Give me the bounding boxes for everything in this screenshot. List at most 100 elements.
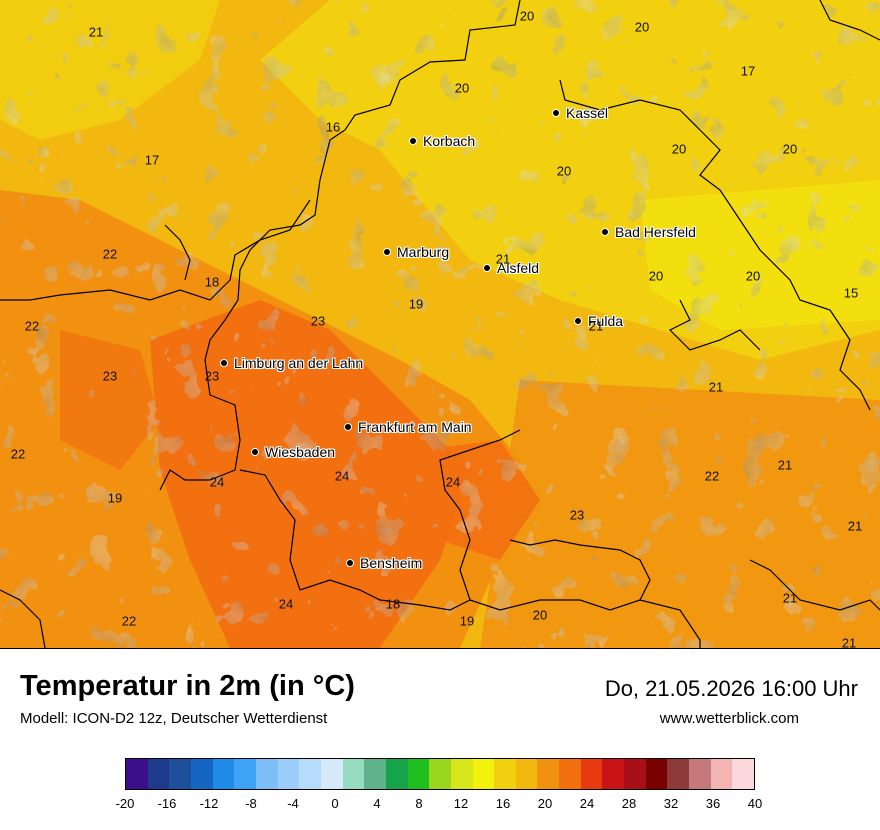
city-dot-icon: [483, 264, 491, 273]
temperature-map[interactable]: Kassel Korbach Bad Hersfeld Marburg Alsfeld F…: [0, 0, 880, 649]
temperature-value: 20: [782, 141, 798, 157]
city-label: Bad Hersfeld: [615, 224, 696, 240]
temperature-value: 24: [209, 474, 225, 490]
legend-swatch: [732, 759, 755, 789]
temperature-value: 17: [740, 63, 756, 79]
legend-swatch: [645, 759, 668, 789]
temperature-value: 22: [10, 446, 26, 462]
legend-swatch: [667, 759, 690, 789]
legend-swatch: [407, 759, 430, 789]
city-dot-icon: [346, 559, 354, 568]
temperature-value: 15: [843, 285, 859, 301]
city-label: Limburg an der Lahn: [234, 355, 364, 371]
temperature-value: 22: [24, 318, 40, 334]
legend-tick-label: 12: [453, 796, 469, 811]
temperature-value: 23: [310, 313, 326, 329]
city-korbach: Korbach: [409, 133, 475, 149]
temperature-value: 20: [745, 268, 761, 284]
temperature-value: 20: [671, 141, 687, 157]
temperature-value: 21: [782, 590, 798, 606]
legend-swatch: [342, 759, 365, 789]
legend-swatch: [126, 759, 148, 789]
legend-swatch: [559, 759, 581, 789]
legend-swatch: [277, 759, 300, 789]
legend-swatch: [472, 759, 495, 789]
color-legend: [125, 758, 755, 790]
city-dot-icon: [220, 359, 228, 368]
city-label: Fulda: [588, 313, 624, 329]
temperature-value: 20: [556, 163, 572, 179]
temperature-value: 23: [102, 368, 118, 384]
legend-swatch: [364, 759, 386, 789]
temperature-value: 21: [841, 635, 857, 649]
city-bad-hersfeld: Bad Hersfeld: [601, 224, 696, 240]
legend-tick-label: -8: [245, 796, 257, 811]
city-dot-icon: [574, 317, 582, 326]
temperature-value: 18: [204, 274, 220, 290]
legend-swatch: [450, 759, 473, 789]
map-canvas: [0, 0, 880, 648]
temperature-value: 20: [532, 607, 548, 623]
temperature-value: 21: [777, 457, 793, 473]
temperature-value: 16: [325, 119, 341, 135]
state-borders: [0, 0, 880, 648]
legend-swatch: [689, 759, 711, 789]
legend-tick-label: 4: [373, 796, 381, 811]
legend-swatch: [494, 759, 516, 789]
temperature-value: 20: [648, 268, 664, 284]
legend-tick-label: 20: [537, 796, 553, 811]
temperature-value: 18: [385, 596, 401, 612]
city-label: Kassel: [566, 105, 609, 121]
temperature-value: 21: [588, 318, 604, 334]
city-bensheim: Bensheim: [346, 555, 422, 571]
temperature-value: 21: [847, 518, 863, 534]
legend-swatch: [624, 759, 646, 789]
temperature-value: 23: [569, 507, 585, 523]
temperature-value: 24: [445, 474, 461, 490]
city-wiesbaden: Wiesbaden: [251, 444, 335, 460]
legend-tick-label: -16: [157, 796, 177, 811]
website-link[interactable]: www.wetterblick.com: [659, 710, 799, 727]
city-dot-icon: [344, 423, 352, 432]
temperature-value: 24: [278, 596, 294, 612]
legend-swatch: [190, 759, 213, 789]
temperature-value: 21: [495, 251, 511, 267]
legend-swatch: [212, 759, 235, 789]
legend-swatch: [602, 759, 625, 789]
map-title: Temperatur in 2m (in °C): [20, 670, 355, 702]
model-subtitle: Modell: ICON-D2 12z, Deutscher Wetterdie…: [20, 710, 328, 727]
temperature-value: 22: [121, 613, 137, 629]
legend-tick-label: 36: [705, 796, 721, 811]
city-dot-icon: [601, 228, 609, 237]
city-label: Bensheim: [360, 555, 423, 571]
city-label: Wiesbaden: [265, 444, 336, 460]
legend-tick-label: 16: [495, 796, 511, 811]
legend-tick-label: -12: [199, 796, 219, 811]
legend-tick-label: 32: [663, 796, 679, 811]
legend-swatch: [710, 759, 733, 789]
temperature-value: 21: [708, 379, 724, 395]
temperature-value: 20: [519, 8, 535, 24]
legend-swatch: [385, 759, 408, 789]
legend-swatch: [147, 759, 170, 789]
city-dot-icon: [251, 448, 259, 457]
city-dot-icon: [409, 137, 417, 146]
temperature-value: 17: [144, 152, 160, 168]
legend-tick-label: 8: [415, 796, 423, 811]
city-dot-icon: [552, 109, 560, 118]
city-kassel: Kassel: [552, 105, 608, 121]
legend-tick-label: 0: [331, 796, 339, 811]
city-marburg: Marburg: [383, 244, 449, 260]
legend-tick-label: 24: [579, 796, 595, 811]
legend-swatch: [537, 759, 560, 789]
city-alsfeld: Alsfeld: [483, 260, 539, 276]
legend-swatch: [580, 759, 603, 789]
city-limburg-an-der-lahn: Limburg an der Lahn: [220, 355, 363, 371]
temperature-value: 21: [88, 24, 104, 40]
legend-swatch: [234, 759, 256, 789]
city-label: Alsfeld: [497, 260, 540, 276]
temperature-value: 24: [334, 468, 350, 484]
legend-swatch: [255, 759, 278, 789]
legend-swatch: [169, 759, 191, 789]
temperature-field-texture: [0, 0, 880, 648]
